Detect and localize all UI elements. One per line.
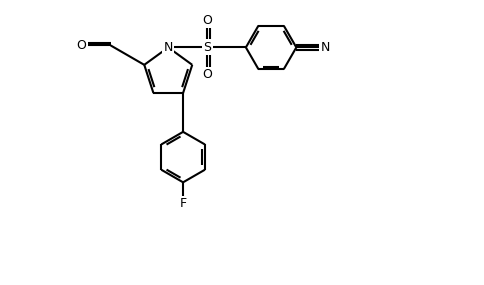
Text: O: O xyxy=(202,68,212,81)
Text: F: F xyxy=(180,197,187,210)
Text: O: O xyxy=(202,14,212,27)
Text: O: O xyxy=(76,39,87,52)
Text: N: N xyxy=(321,41,330,54)
Text: N: N xyxy=(164,41,173,54)
Text: S: S xyxy=(203,41,211,54)
